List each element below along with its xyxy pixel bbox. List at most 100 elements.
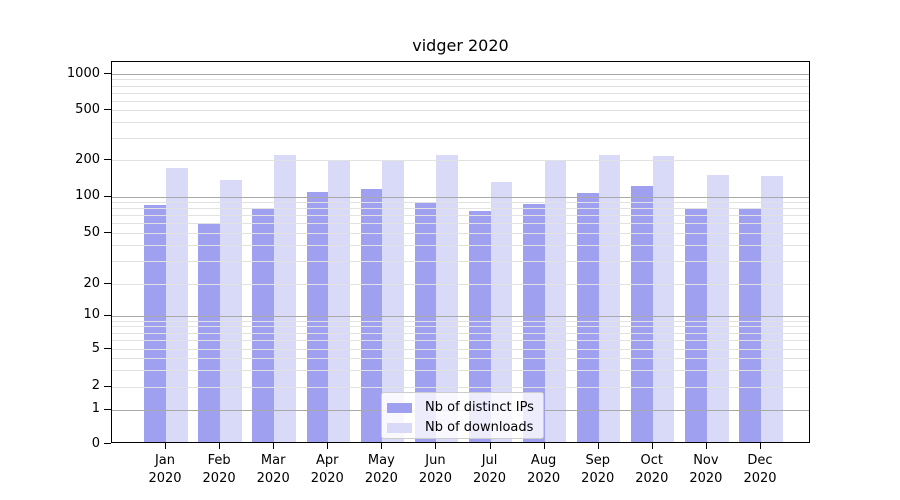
bar-downloads-apr [328,160,350,442]
gridline-major-10 [112,315,809,317]
bar-downloads-feb [220,180,242,442]
bar-distinct-ips-oct [631,186,653,442]
x-tick-label-mar: Mar 2020 [256,453,290,486]
y-tick-mark-5 [104,348,111,349]
y-tick-label-2: 2 [91,378,100,393]
x-tick-mark-feb [219,443,221,449]
x-tick-label-may: May 2020 [364,453,398,486]
x-tick-label-oct: Oct 2020 [635,453,669,486]
y-tick-mark-0 [104,443,111,444]
chart-title: vidger 2020 [412,36,509,55]
gridline-minor-20 [112,284,809,285]
gridline-minor-500 [112,110,809,111]
x-tick-mark-sep [597,443,599,449]
bar-downloads-may [382,160,405,442]
x-tick-mark-mar [273,443,275,449]
legend: Nb of distinct IPs Nb of downloads [381,392,544,439]
gridline-minor-9 [112,320,809,322]
bar-distinct-ips-aug [522,203,545,442]
gridline-minor-30 [112,261,809,263]
bar-downloads-dec [760,175,783,442]
bar-downloads-aug [544,160,567,442]
x-tick-mark-may [381,443,383,449]
y-tick-label-100: 100 [75,188,100,203]
gridline-minor-80 [112,208,809,210]
bar-distinct-ips-dec [739,208,761,442]
x-tick-mark-apr [327,443,329,449]
x-tick-label-apr: Apr 2020 [310,453,344,486]
gridline-minor-50 [112,233,809,234]
x-tick-label-aug: Aug 2020 [527,453,561,486]
gridline-minor-7 [112,332,809,334]
bar-downloads-sep [598,155,621,442]
bar-distinct-ips-apr [306,191,329,442]
gridline-major-1000 [112,74,809,75]
y-tick-mark-50 [104,232,111,233]
bar-distinct-ips-jan [144,204,166,442]
gridline-minor-700 [112,92,809,94]
y-tick-mark-1 [104,408,111,410]
x-tick-mark-jun [435,443,437,449]
x-tick-mark-oct [651,443,653,449]
gridline-minor-600 [112,100,809,102]
y-tick-label-0: 0 [91,435,100,451]
bar-downloads-mar [274,155,296,442]
gridline-minor-200 [112,160,809,161]
bar-distinct-ips-nov [685,208,707,442]
y-tick-label-1000: 1000 [66,65,100,81]
gridline-minor-5 [112,349,809,350]
gridline-minor-3 [112,369,809,371]
bar-downloads-oct [652,155,675,442]
legend-item-downloads: Nb of downloads [387,419,543,436]
gridline-minor-400 [112,122,809,124]
plot-area: Nb of distinct IPs Nb of downloads [111,61,810,443]
gridline-minor-70 [112,215,809,217]
x-tick-label-jan: Jan 2020 [148,453,182,486]
x-tick-mark-jul [489,443,491,449]
bar-downloads-nov [706,174,729,442]
bar-downloads-jan [166,168,188,442]
y-tick-mark-500 [104,109,111,110]
x-tick-mark-nov [705,443,707,449]
gridline-minor-800 [112,85,809,87]
x-tick-mark-aug [543,443,545,449]
gridline-minor-40 [112,245,809,247]
x-tick-label-nov: Nov 2020 [689,453,723,486]
y-tick-mark-10 [104,314,111,316]
y-tick-label-1: 1 [91,401,100,416]
y-tick-mark-20 [104,283,111,284]
bar-distinct-ips-sep [577,192,599,442]
x-tick-label-jul: Jul 2020 [472,453,507,486]
y-tick-mark-200 [104,159,111,160]
gridline-minor-2 [112,386,809,388]
x-tick-label-feb: Feb 2020 [202,453,236,486]
gridline-minor-8 [112,326,809,328]
y-tick-mark-2 [104,385,111,387]
bar-downloads-jul [490,181,513,442]
legend-label-downloads: Nb of downloads [425,420,534,435]
y-tick-label-5: 5 [91,340,100,356]
gridline-minor-900 [112,79,809,81]
legend-label-distinct-ips: Nb of distinct IPs [425,400,534,415]
legend-item-distinct-ips: Nb of distinct IPs [387,399,543,416]
y-tick-label-200: 200 [75,151,100,167]
gridline-minor-6 [112,340,809,342]
y-tick-label-20: 20 [83,275,100,291]
x-tick-label-jun: Jun 2020 [418,453,452,486]
y-tick-mark-1000 [104,73,111,74]
gridline-minor-60 [112,223,809,225]
x-tick-label-sep: Sep 2020 [581,453,615,486]
gridline-major-100 [112,196,809,198]
gridline-minor-4 [112,358,809,360]
bar-distinct-ips-mar [252,208,275,442]
y-tick-label-50: 50 [83,224,100,240]
y-tick-mark-100 [104,195,111,197]
x-tick-mark-dec [759,443,761,449]
x-tick-label-dec: Dec 2020 [743,453,777,486]
y-tick-label-500: 500 [75,101,100,117]
y-tick-label-10: 10 [83,307,100,322]
gridline-minor-90 [112,202,809,204]
x-tick-mark-jan [165,443,166,449]
legend-swatch-distinct-ips-icon [387,402,412,413]
